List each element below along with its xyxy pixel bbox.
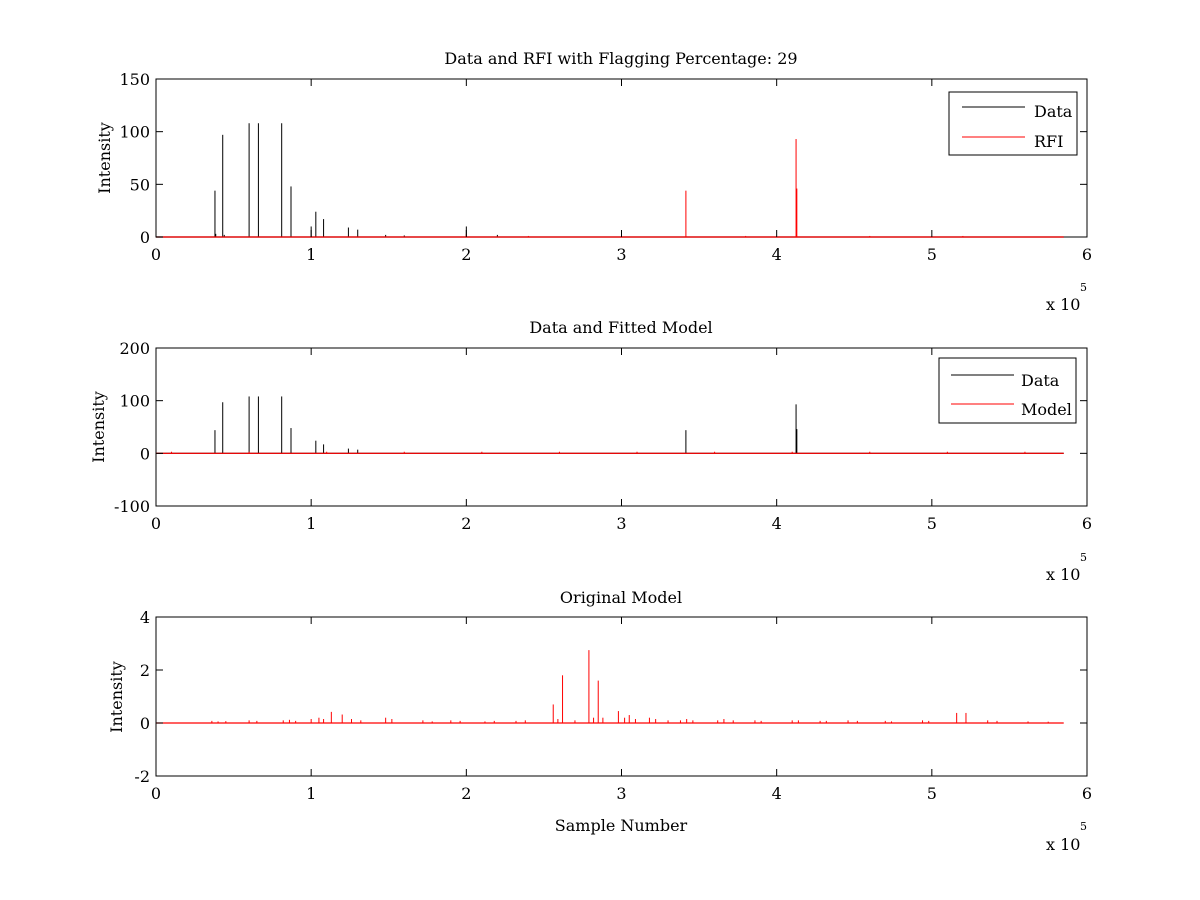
x-tick-label: 3 — [616, 514, 626, 533]
chart-title: Data and RFI with Flagging Percentage: 2… — [444, 49, 797, 68]
x-multiplier-base: x 10 — [1046, 295, 1080, 314]
x-tick-label: 2 — [461, 514, 471, 533]
x-tick-label: 3 — [616, 245, 626, 264]
x-tick-label: 0 — [151, 784, 161, 803]
legend-label-model: Model — [1021, 400, 1072, 419]
x-tick-label: 5 — [927, 514, 937, 533]
x-multiplier-exponent: 5 — [1080, 281, 1087, 294]
x-tick-label: 5 — [927, 245, 937, 264]
y-tick-label: 100 — [119, 123, 150, 142]
x-tick-label: 6 — [1082, 514, 1092, 533]
y-tick-label: -100 — [114, 497, 150, 516]
chart-title: Original Model — [560, 588, 682, 607]
x-tick-label: 2 — [461, 245, 471, 264]
x-tick-label: 5 — [927, 784, 937, 803]
y-tick-label: 2 — [140, 661, 150, 680]
series-rfi-1 — [156, 139, 1064, 238]
legend-label-data: Data — [1034, 102, 1073, 121]
x-tick-label: 1 — [306, 784, 316, 803]
x-tick-label: 4 — [772, 514, 782, 533]
legend: Data Model — [938, 357, 1077, 424]
axes-box — [155, 78, 1088, 238]
y-axis-label: Intensity — [107, 661, 126, 733]
y-tick-label: -2 — [134, 767, 150, 786]
series-model-1 — [156, 451, 1064, 454]
x-tick-label: 3 — [616, 784, 626, 803]
y-axis-label: Intensity — [95, 122, 114, 194]
x-multiplier-base: x 10 — [1046, 565, 1080, 584]
y-tick-label: 150 — [119, 70, 150, 89]
x-tick-label: 6 — [1082, 245, 1092, 264]
x-multiplier-exponent: 5 — [1080, 820, 1087, 833]
x-tick-label: 1 — [306, 514, 316, 533]
y-tick-label: 50 — [130, 175, 150, 194]
x-tick-label: 2 — [461, 784, 471, 803]
y-tick-label: 0 — [140, 228, 150, 247]
x-tick-label: 4 — [772, 245, 782, 264]
y-tick-label: 0 — [140, 714, 150, 733]
x-tick-label: 0 — [151, 514, 161, 533]
y-tick-label: 0 — [140, 444, 150, 463]
legend: Data RFI — [948, 91, 1078, 156]
legend-label-data: Data — [1021, 371, 1060, 390]
x-tick-label: 0 — [151, 245, 161, 264]
x-tick-label: 1 — [306, 245, 316, 264]
legend-box — [938, 357, 1077, 424]
axes-box — [155, 616, 1088, 777]
x-axis-label: Sample Number — [555, 816, 688, 835]
y-tick-label: 200 — [119, 339, 150, 358]
x-multiplier-exponent: 5 — [1080, 551, 1087, 564]
x-tick-label: 4 — [772, 784, 782, 803]
x-tick-label: 6 — [1082, 784, 1092, 803]
x-multiplier-base: x 10 — [1046, 835, 1080, 854]
y-tick-label: 4 — [140, 608, 150, 627]
series-model-0 — [156, 650, 1064, 724]
y-axis-label: Intensity — [89, 391, 108, 463]
y-tick-label: 100 — [119, 392, 150, 411]
chart-title: Data and Fitted Model — [529, 318, 712, 337]
subplot-rfi: 0 1 2 3 4 5 6 0 50 100 150 Data and RFI with Flagg… — [95, 49, 1092, 314]
legend-box — [948, 91, 1078, 156]
axes-box — [155, 347, 1088, 507]
legend-label-rfi: RFI — [1034, 132, 1063, 151]
